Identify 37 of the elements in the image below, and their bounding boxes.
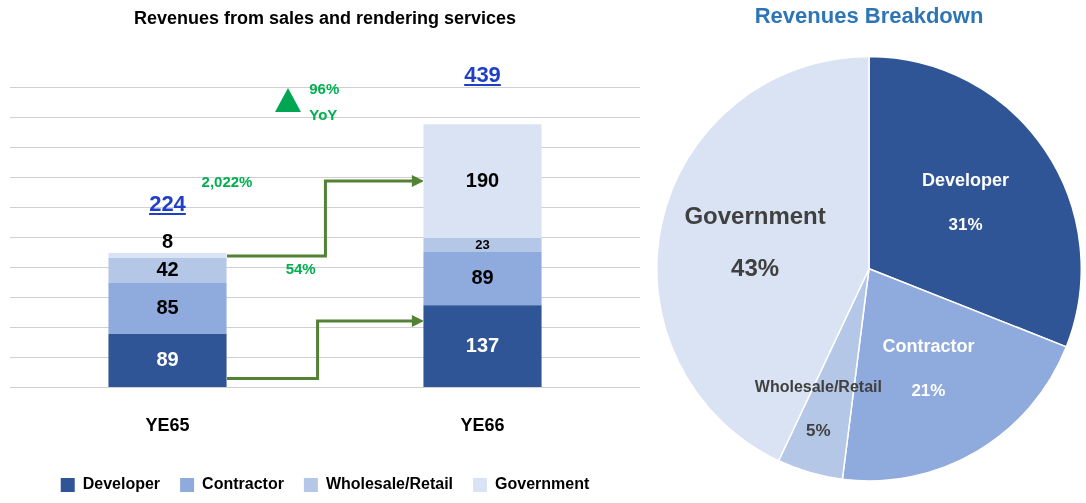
bar bbox=[108, 283, 227, 335]
x-tick-label: YE65 bbox=[145, 415, 190, 436]
data-label: 190 bbox=[465, 168, 500, 191]
annotation: 96% YoY bbox=[309, 78, 341, 125]
total-label: 224 bbox=[149, 191, 186, 218]
legend-label: Developer bbox=[82, 475, 161, 493]
bar bbox=[423, 124, 542, 239]
data-label: 43% bbox=[731, 253, 780, 281]
data-label: 31% bbox=[948, 214, 983, 234]
data-label: 89 bbox=[156, 347, 179, 370]
bar bbox=[423, 238, 542, 252]
slice-label: Wholesale/Retail bbox=[754, 377, 882, 395]
data-label: 8 bbox=[161, 229, 174, 252]
legend-label: Government bbox=[495, 475, 590, 493]
legend-label: Contractor bbox=[202, 475, 284, 493]
slice-label: Contractor bbox=[882, 336, 975, 357]
bar bbox=[423, 305, 542, 387]
annotation: 2,022% bbox=[201, 173, 253, 191]
bar bbox=[108, 334, 227, 387]
annotation: 54% bbox=[285, 260, 316, 278]
data-label: 42 bbox=[156, 257, 179, 280]
data-label: 21% bbox=[911, 380, 946, 400]
total-label: 439 bbox=[464, 62, 501, 89]
chart-title: Revenues from sales and rendering services bbox=[133, 7, 517, 28]
legend-label: Wholesale/Retail bbox=[325, 475, 454, 493]
bar bbox=[108, 257, 227, 284]
x-tick-label: YE66 bbox=[460, 415, 505, 436]
data-label: 137 bbox=[465, 333, 500, 356]
data-label: 85 bbox=[156, 296, 179, 319]
bar bbox=[423, 251, 542, 306]
chart-title: Revenues Breakdown bbox=[754, 3, 984, 29]
slice-label: Government bbox=[684, 201, 826, 229]
data-label: 5% bbox=[806, 421, 831, 441]
slice-label: Developer bbox=[922, 170, 1010, 191]
data-label: 89 bbox=[471, 266, 494, 289]
bar bbox=[108, 253, 227, 258]
data-label: 23 bbox=[475, 236, 490, 252]
